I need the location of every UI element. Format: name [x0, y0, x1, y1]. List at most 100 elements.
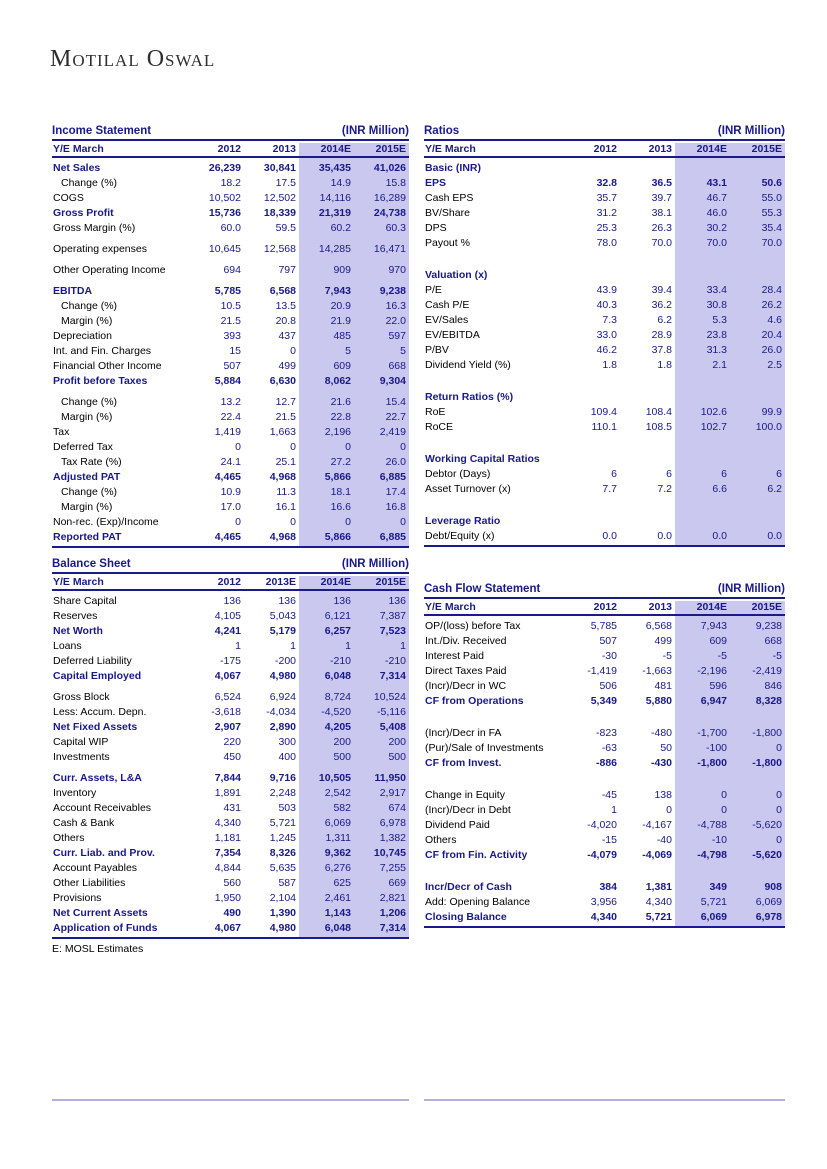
table-row: Others 1,181 1,245 1,311 1,382 [52, 830, 409, 845]
value-cell: -1,663 [642, 664, 672, 677]
value-cell: 99.9 [761, 405, 782, 418]
value-cell: 138 [654, 788, 672, 801]
value-cell: 4,968 [269, 530, 296, 543]
table-row: Reserves 4,105 5,043 6,121 7,387 [52, 608, 409, 623]
value-cell: 0 [290, 440, 296, 453]
row-label: Operating expenses [53, 242, 147, 255]
table-row: Application of Funds 4,067 4,980 6,048 7,314 [52, 920, 409, 935]
value-cell: 26,239 [208, 161, 241, 174]
year-column-header: 2013 [272, 142, 296, 155]
value-cell: 5,635 [269, 861, 296, 874]
table-unit-label: (INR Million) [341, 125, 409, 137]
value-cell: 16,471 [373, 242, 406, 255]
value-cell: 35,435 [318, 161, 351, 174]
value-cell: 846 [764, 679, 782, 692]
value-cell: 4,844 [214, 861, 241, 874]
value-cell: 26.2 [761, 298, 782, 311]
table-row: Gross Profit 15,736 18,339 21,319 24,738 [52, 205, 409, 220]
value-cell: 9,304 [379, 374, 406, 387]
value-cell: 6,524 [214, 690, 241, 703]
value-cell: 0 [345, 440, 351, 453]
row-label: Deferred Tax [53, 440, 113, 453]
value-cell: 46.2 [596, 343, 617, 356]
value-cell: 21.5 [220, 314, 241, 327]
value-cell: -63 [601, 741, 617, 754]
value-cell: 24.1 [220, 455, 241, 468]
value-cell: 4,241 [214, 624, 241, 637]
value-cell: -1,800 [752, 756, 782, 769]
row-label: Interest Paid [425, 649, 484, 662]
value-cell: -3,618 [211, 705, 241, 718]
value-cell: 7.3 [602, 313, 617, 326]
year-column-header: 2012 [593, 600, 617, 613]
value-cell: -1,700 [697, 726, 727, 739]
value-cell: 110.1 [591, 420, 618, 433]
table-row: Other Operating Income 694 797 909 970 [52, 262, 409, 277]
table-row: OP/(loss) before Tax 5,785 6,568 7,943 9,238 [424, 618, 785, 633]
value-cell: 5,884 [214, 374, 241, 387]
value-cell: 300 [278, 735, 296, 748]
value-cell: 4.6 [767, 313, 782, 326]
value-cell: 0 [235, 515, 241, 528]
value-cell: 6,978 [379, 816, 406, 829]
value-cell: 674 [388, 801, 406, 814]
value-cell: 1.8 [602, 358, 617, 371]
value-cell: -200 [274, 654, 296, 667]
year-column-header: 2013 [648, 142, 672, 155]
table-row: Asset Turnover (x) 7.7 7.2 6.6 6.2 [424, 481, 785, 496]
table-row: Cash P/E 40.3 36.2 30.8 26.2 [424, 297, 785, 312]
table-row: Others -15 -40 -10 0 [424, 832, 785, 847]
estimate-highlight-band [299, 143, 409, 548]
col-header-label: Y/E March [53, 142, 104, 155]
value-cell: 2,821 [379, 891, 406, 904]
value-cell: -2,196 [697, 664, 727, 677]
row-label: Net Current Assets [53, 906, 148, 919]
value-cell: 7,523 [379, 624, 406, 637]
value-cell: 6,048 [324, 921, 351, 934]
value-cell: 908 [764, 880, 782, 893]
value-cell: 136 [388, 594, 406, 607]
value-cell: -5 [772, 649, 782, 662]
table-row: Dividend Paid -4,020 -4,167 -4,788 -5,620 [424, 817, 785, 832]
table-title-row: Ratios (INR Million) [424, 124, 785, 141]
row-label: Leverage Ratio [425, 514, 501, 527]
table-row: Working Capital Ratios [424, 451, 785, 466]
value-cell: 0 [776, 833, 782, 846]
value-cell: 596 [709, 679, 727, 692]
row-label: BV/Share [425, 206, 470, 219]
value-cell: 36.2 [651, 298, 672, 311]
value-cell: 609 [333, 359, 351, 372]
table-header-row: Y/E March 2012 2013 2014E 2015E [424, 141, 785, 158]
value-cell: 506 [599, 679, 617, 692]
table-title-row: Income Statement (INR Million) [52, 124, 409, 141]
value-cell: 500 [388, 750, 406, 763]
value-cell: 46.7 [706, 191, 727, 204]
value-cell: -4,020 [587, 818, 617, 831]
value-cell: 2,917 [379, 786, 406, 799]
value-cell: 6 [666, 467, 672, 480]
value-cell: 15 [229, 344, 241, 357]
value-cell: 20.8 [275, 314, 296, 327]
col-header-label: Y/E March [425, 600, 476, 613]
row-label: Non-rec. (Exp)/Income [53, 515, 159, 528]
table-row: Change (%) 10.9 11.3 18.1 17.4 [52, 484, 409, 499]
value-cell: 587 [278, 876, 296, 889]
value-cell: 6,276 [324, 861, 351, 874]
value-cell: -1,419 [587, 664, 617, 677]
table-row: Adjusted PAT 4,465 4,968 5,866 6,885 [52, 469, 409, 484]
year-column-header: 2012 [217, 575, 241, 588]
value-cell: 21.5 [275, 410, 296, 423]
table-row: BV/Share 31.2 38.1 46.0 55.3 [424, 205, 785, 220]
row-label: P/BV [425, 343, 449, 356]
table-row: Net Current Assets 490 1,390 1,143 1,206 [52, 905, 409, 920]
value-cell: 39.7 [651, 191, 672, 204]
value-cell: 694 [223, 263, 241, 276]
table-row: Net Fixed Assets 2,907 2,890 4,205 5,408 [52, 719, 409, 734]
value-cell: 6,048 [324, 669, 351, 682]
table-row: Change (%) 13.2 12.7 21.6 15.4 [52, 394, 409, 409]
row-label: Profit before Taxes [53, 374, 148, 387]
table-row: Non-rec. (Exp)/Income 0 0 0 0 [52, 514, 409, 529]
value-cell: 2.1 [712, 358, 727, 371]
value-cell: 7,387 [379, 609, 406, 622]
year-column-header: 2013E [265, 575, 296, 588]
